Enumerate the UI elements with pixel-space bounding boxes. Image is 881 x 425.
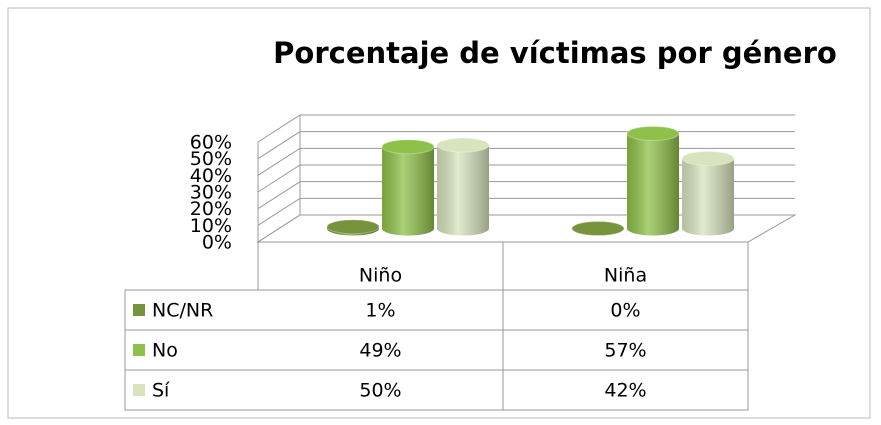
y-tick-label: 50%	[190, 148, 232, 170]
data-table-cell: 57%	[604, 340, 646, 362]
data-table-cell: 1%	[365, 300, 395, 322]
cylinder-shade	[382, 146, 434, 236]
cylinder-top	[436, 137, 490, 153]
cylinder-shade	[437, 145, 489, 236]
cylinder-top	[571, 221, 625, 236]
grid-line	[257, 114, 795, 143]
legend-label: No	[152, 340, 178, 362]
y-tick-label: 10%	[190, 215, 232, 237]
data-table-cell: 42%	[604, 380, 646, 402]
y-tick-label: 60%	[190, 132, 232, 154]
chart-title: Porcentaje de víctimas por género	[273, 36, 837, 70]
y-tick-label: 0%	[202, 232, 232, 254]
cylinder-top	[626, 126, 680, 141]
cylinder-top	[326, 219, 380, 235]
x-tick-label: Niño	[359, 265, 402, 287]
data-table-cell: 50%	[359, 380, 401, 402]
data-table-cell: 0%	[610, 300, 640, 322]
cylinder-shade	[327, 226, 379, 236]
y-tick-label: 40%	[190, 165, 232, 187]
cylinder-top	[681, 151, 735, 166]
legend-label: Sí	[152, 380, 170, 402]
legend-label: NC/NR	[152, 300, 213, 322]
data-table-cell: 49%	[359, 340, 401, 362]
legend-key	[133, 344, 145, 356]
x-tick-label: Niña	[604, 265, 647, 287]
y-tick-label: 30%	[190, 182, 232, 204]
legend-key	[133, 384, 145, 396]
cylinder-top	[381, 139, 435, 155]
cylinder-shade	[682, 158, 734, 236]
legend-key	[133, 304, 145, 316]
cylinder-shade	[627, 133, 679, 236]
y-tick-label: 20%	[190, 198, 232, 220]
